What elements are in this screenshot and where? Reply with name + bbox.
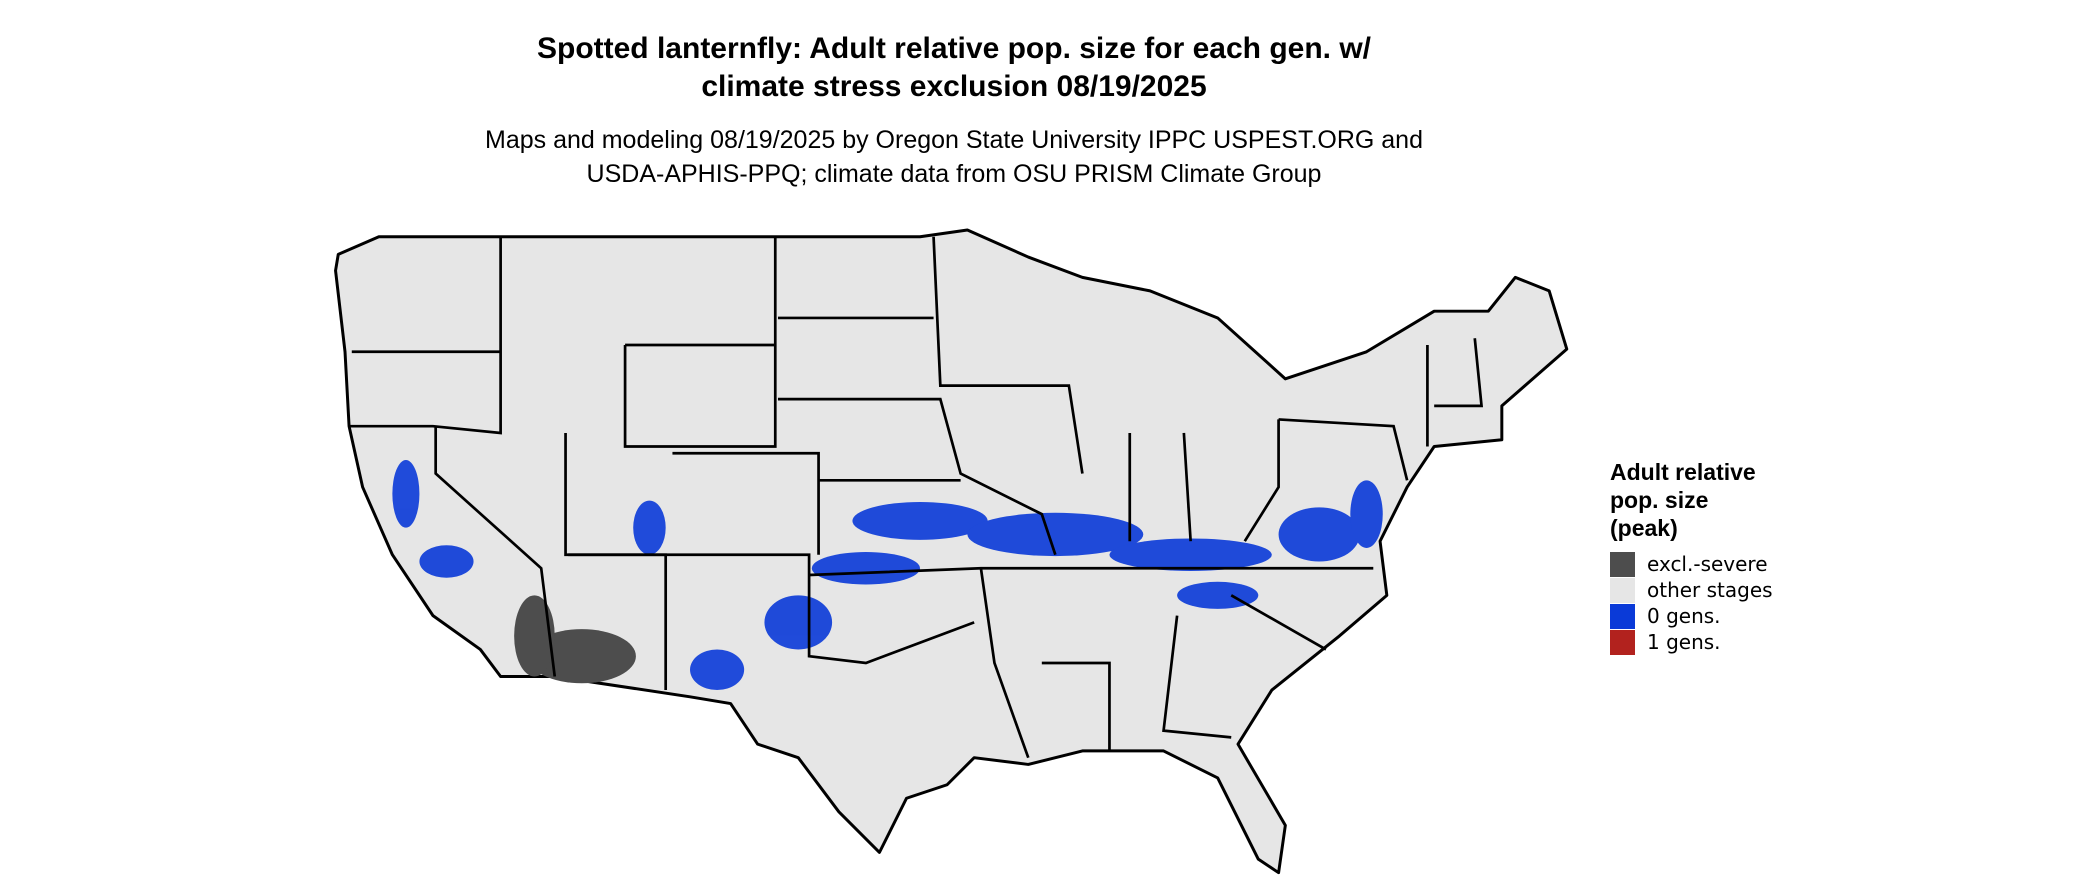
area (764, 595, 833, 650)
title-line: climate stress exclusion 08/19/2025 (701, 70, 1206, 103)
us-map (334, 228, 1569, 875)
legend-label: excl.-severe (1647, 552, 1768, 576)
area (633, 500, 666, 555)
area (811, 552, 921, 585)
legend-swatch (1610, 552, 1635, 577)
legend-label: 1 gens. (1647, 630, 1721, 654)
area (419, 545, 474, 578)
legend-label: other stages (1647, 578, 1773, 602)
area (392, 460, 420, 528)
area (1177, 581, 1259, 609)
area (690, 649, 745, 691)
spread-areas (392, 460, 1383, 691)
legend-label: 0 gens. (1647, 604, 1721, 628)
area (1109, 538, 1272, 571)
legend-title: pop. size (1610, 487, 1708, 513)
area (1350, 480, 1383, 548)
legend-swatch (1610, 578, 1635, 603)
us-outline (334, 228, 1569, 875)
legend-title: (peak) (1610, 515, 1678, 541)
subtitle-line: Maps and modeling 08/19/2025 by Oregon S… (485, 126, 1423, 154)
legend-title: Adult relative (1610, 459, 1756, 485)
area (852, 501, 988, 540)
title-line: Spotted lanternfly: Adult relative pop. … (537, 32, 1372, 65)
state-borders (349, 236, 1484, 759)
area (967, 512, 1144, 557)
legend-swatch (1610, 604, 1635, 629)
legend-swatch (1610, 630, 1635, 655)
area (514, 595, 555, 677)
area (1278, 507, 1360, 562)
subtitle-line: USDA-APHIS-PPQ; climate data from OSU PR… (587, 160, 1322, 188)
